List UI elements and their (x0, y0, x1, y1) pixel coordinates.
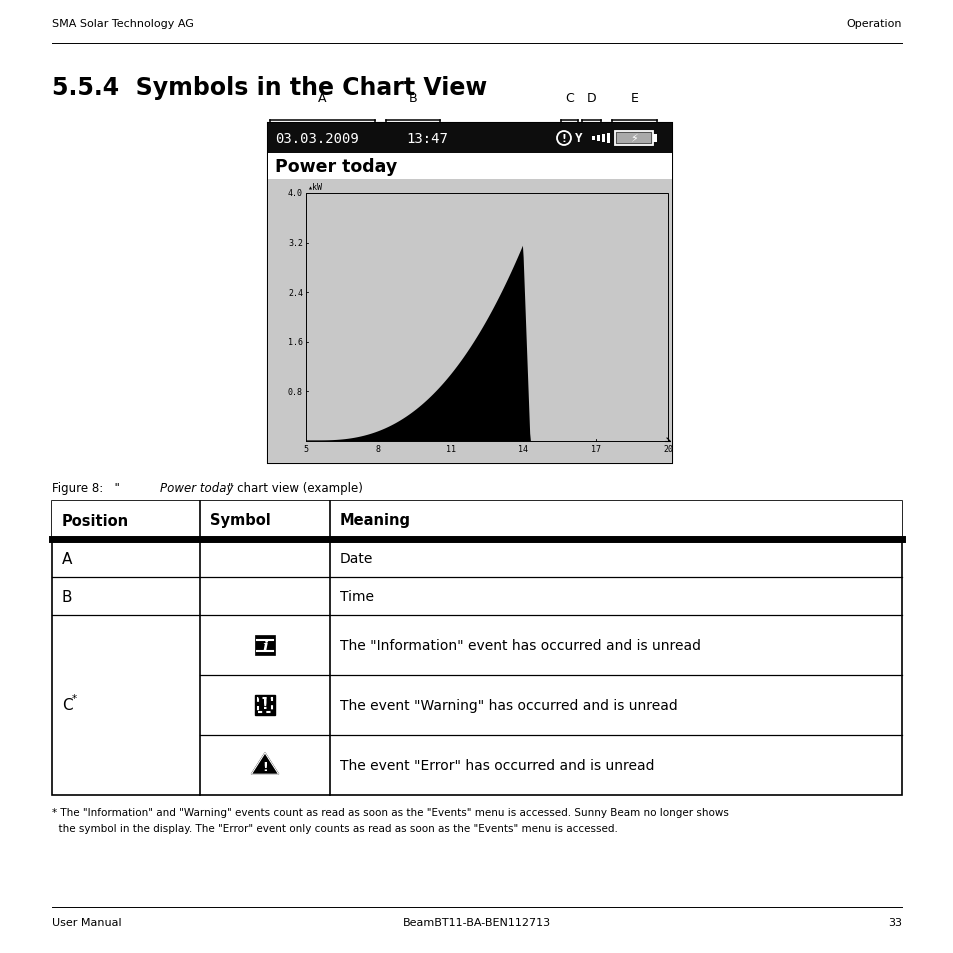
Text: Figure 8:   ": Figure 8: " (52, 481, 120, 495)
Bar (615, 132, 652, 146)
Text: Meaning: Meaning (339, 513, 411, 528)
Text: The "Information" event has occurred and is unread: The "Information" event has occurred and… (339, 639, 700, 652)
Bar (606, 133, 609, 144)
Text: 20: 20 (662, 444, 672, 454)
Text: E: E (630, 91, 638, 105)
Text: * The "Information" and "Warning" events count as read as soon as the "Events" m: * The "Information" and "Warning" events… (52, 807, 728, 817)
Text: *: * (71, 693, 77, 703)
Bar (617, 133, 650, 144)
Text: Power today: Power today (274, 158, 396, 175)
Text: ▴kW: ▴kW (307, 183, 322, 192)
Text: A: A (318, 91, 327, 105)
Text: Y: Y (575, 132, 582, 146)
Text: 17: 17 (590, 444, 600, 454)
Bar (268, 180, 671, 463)
Text: !: ! (561, 133, 566, 143)
Text: 13:47: 13:47 (406, 132, 447, 146)
Polygon shape (251, 753, 278, 775)
Text: 3.2: 3.2 (288, 239, 303, 248)
Text: Symbol: Symbol (210, 513, 271, 528)
Text: !: ! (262, 760, 268, 774)
Text: BeamBT11-BA-BEN112713: BeamBT11-BA-BEN112713 (402, 917, 551, 927)
Bar (254, 636, 274, 656)
Text: 1.6: 1.6 (288, 338, 303, 347)
Text: The event "Warning" has occurred and is unread: The event "Warning" has occurred and is … (339, 699, 677, 712)
Text: i: i (262, 639, 268, 654)
Text: !: ! (261, 698, 268, 711)
Bar (52, 501, 901, 539)
Text: Power today: Power today (160, 481, 233, 495)
Text: 8: 8 (375, 444, 380, 454)
Text: 11: 11 (445, 444, 456, 454)
Bar (268, 153, 671, 180)
Bar (597, 136, 599, 142)
Text: User Manual: User Manual (52, 917, 121, 927)
Text: B: B (408, 91, 416, 105)
Text: Position: Position (62, 513, 129, 528)
Text: SMA Solar Technology AG: SMA Solar Technology AG (52, 19, 193, 29)
Text: 5: 5 (303, 444, 308, 454)
Bar (268, 124, 671, 153)
Text: the symbol in the display. The "Error" event only counts as read as soon as the : the symbol in the display. The "Error" e… (52, 823, 618, 833)
Text: The event "Error" has occurred and is unread: The event "Error" has occurred and is un… (339, 759, 654, 772)
Text: " chart view (example): " chart view (example) (228, 481, 362, 495)
Bar (268, 124, 671, 463)
Text: C: C (564, 91, 574, 105)
Text: A: A (62, 551, 72, 566)
Text: C: C (62, 698, 72, 713)
Text: Time: Time (339, 589, 374, 603)
Text: Date: Date (339, 552, 373, 565)
Text: 2.4: 2.4 (288, 289, 303, 297)
Polygon shape (306, 247, 531, 441)
Text: 14: 14 (517, 444, 528, 454)
Bar (592, 137, 595, 141)
Text: 0.8: 0.8 (288, 388, 303, 396)
Bar (652, 135, 657, 143)
Text: 33: 33 (887, 917, 901, 927)
Bar (52, 501, 901, 795)
Bar (254, 696, 274, 716)
Text: Operation: Operation (845, 19, 901, 29)
Text: 4.0: 4.0 (288, 190, 303, 198)
Text: D: D (586, 91, 596, 105)
Text: B: B (62, 589, 72, 604)
Bar (306, 193, 667, 441)
Bar (601, 135, 604, 143)
Text: 5.5.4  Symbols in the Chart View: 5.5.4 Symbols in the Chart View (52, 76, 487, 100)
Text: ⚡: ⚡ (630, 133, 638, 144)
Text: 03.03.2009: 03.03.2009 (274, 132, 358, 146)
